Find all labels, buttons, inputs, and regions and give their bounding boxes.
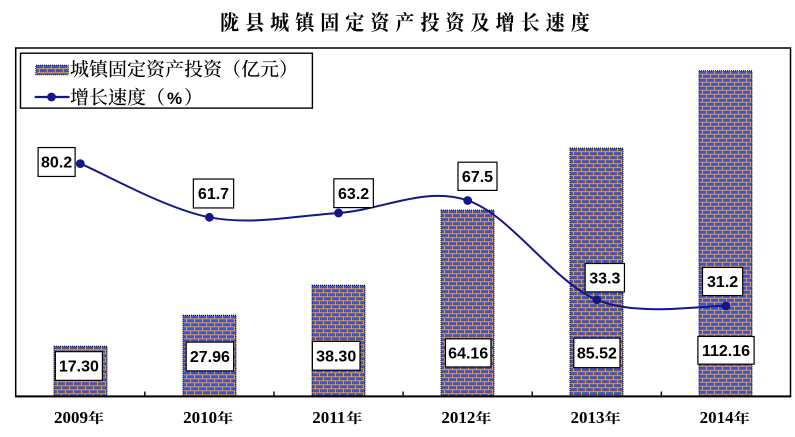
svg-text:2009: 2009 — [54, 408, 88, 427]
svg-text:64.16: 64.16 — [448, 346, 488, 363]
svg-text:33.3: 33.3 — [589, 270, 620, 287]
svg-text:38.30: 38.30 — [316, 349, 356, 366]
svg-text:80.2: 80.2 — [41, 155, 72, 172]
svg-text:112.16: 112.16 — [702, 343, 750, 360]
svg-text:2011: 2011 — [312, 408, 345, 427]
svg-text:85.52: 85.52 — [577, 346, 617, 363]
svg-text:17.30: 17.30 — [59, 359, 99, 376]
svg-text:2014: 2014 — [700, 408, 735, 427]
svg-text:27.96: 27.96 — [190, 349, 230, 366]
svg-text:2013: 2013 — [571, 408, 605, 427]
svg-text:2010: 2010 — [183, 408, 217, 427]
svg-text:67.5: 67.5 — [462, 169, 493, 186]
svg-text:%: % — [167, 89, 182, 108]
svg-text:63.2: 63.2 — [338, 186, 369, 203]
svg-text:2012: 2012 — [441, 408, 475, 427]
svg-text:31.2: 31.2 — [707, 274, 738, 291]
svg-text:61.7: 61.7 — [198, 186, 229, 203]
